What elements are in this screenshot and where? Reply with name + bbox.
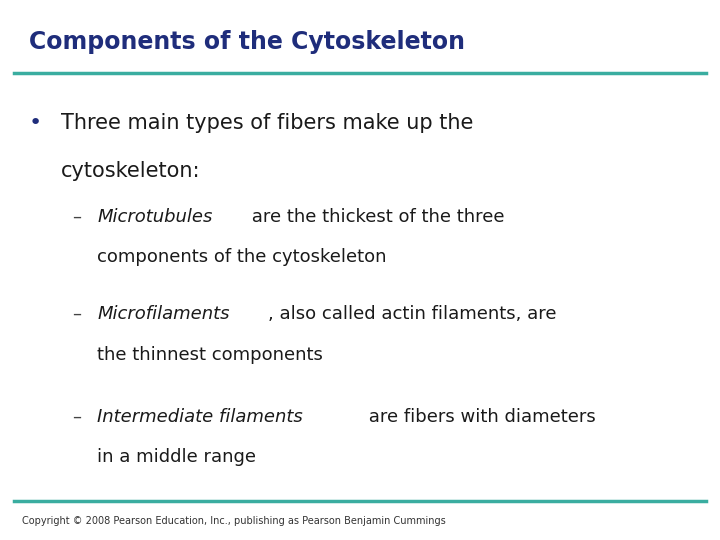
Text: –: – [72, 408, 81, 426]
Text: Copyright © 2008 Pearson Education, Inc., publishing as Pearson Benjamin Cumming: Copyright © 2008 Pearson Education, Inc.… [22, 516, 446, 526]
Text: Three main types of fibers make up the: Three main types of fibers make up the [61, 113, 474, 133]
Text: –: – [72, 208, 81, 226]
Text: are fibers with diameters: are fibers with diameters [363, 408, 595, 426]
Text: Microtubules: Microtubules [97, 208, 212, 226]
Text: , also called actin filaments, are: , also called actin filaments, are [268, 305, 557, 323]
Text: cytoskeleton:: cytoskeleton: [61, 161, 201, 181]
Text: components of the cytoskeleton: components of the cytoskeleton [97, 248, 387, 266]
Text: in a middle range: in a middle range [97, 448, 256, 466]
Text: –: – [72, 305, 81, 323]
Text: Components of the Cytoskeleton: Components of the Cytoskeleton [29, 30, 465, 53]
Text: Microfilaments: Microfilaments [97, 305, 230, 323]
Text: the thinnest components: the thinnest components [97, 346, 323, 363]
Text: Intermediate filaments: Intermediate filaments [97, 408, 303, 426]
Text: are the thickest of the three: are the thickest of the three [246, 208, 505, 226]
Text: •: • [29, 113, 42, 133]
